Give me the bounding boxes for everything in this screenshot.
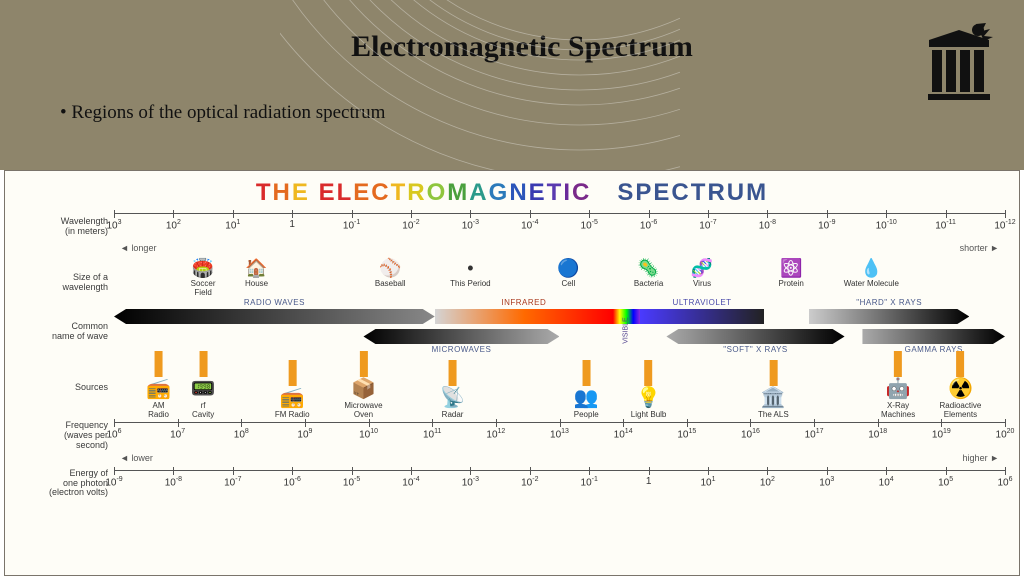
band-uv (640, 309, 765, 324)
sources-row: 📻AMRadio📟rfCavity📻FM Radio📦MicrowaveOven… (114, 357, 1005, 419)
source-fm-radio: 📻FM Radio (275, 360, 310, 419)
frequency-scale: 1061071081091010101110121013101410151016… (114, 422, 1005, 450)
energy-label: Energy ofone photon(electron volts) (19, 469, 114, 499)
source-am-radio: 📻AMRadio (146, 351, 171, 419)
lower-label: lower (131, 453, 153, 463)
source-microwave-oven: 📦MicrowaveOven (344, 351, 382, 419)
size-soccer-field: 🏟️SoccerField (191, 259, 216, 297)
source-the-als: 🏛️The ALS (758, 360, 789, 419)
higher-label: higher (963, 453, 988, 463)
source-light-bulb: 💡Light Bulb (631, 360, 667, 419)
frequency-label: Frequency(waves persecond) (19, 421, 114, 451)
size-protein: ⚛️Protein (778, 259, 803, 288)
wavelength-scale: 103102101110-110-210-310-410-510-610-710… (114, 213, 1005, 241)
spectrum-diagram: THE ELECTROMAGNETIC SPECTRUM Wavelength(… (4, 170, 1020, 576)
wavelength-label: Wavelength(in meters) (19, 217, 114, 237)
common-name-label: Commonname of wave (19, 322, 114, 342)
size-bacteria: 🦠Bacteria (634, 259, 663, 288)
size-this-period: •This Period (450, 259, 490, 288)
frequency-direction: ◄ lower higher ► (114, 453, 1005, 467)
size-water-molecule: 💧Water Molecule (844, 259, 899, 288)
band-micro (363, 329, 559, 344)
shorter-label: shorter (960, 243, 988, 253)
slide-header: Electromagnetic Spectrum • Regions of th… (0, 0, 1024, 170)
institution-logo-icon (924, 22, 994, 102)
size-label: Size of awavelength (19, 273, 114, 293)
source-x-ray-machines: 🤖X-RayMachines (881, 351, 915, 419)
longer-label: longer (131, 243, 156, 253)
size-cell: 🔵Cell (557, 259, 579, 288)
band-hardx (809, 309, 969, 324)
size-baseball: ⚾Baseball (375, 259, 406, 288)
wavelength-direction: ◄ longer shorter ► (114, 243, 1005, 257)
wave-bands: RADIO WAVESMICROWAVESINFRAREDVISIBLEULTR… (114, 309, 1005, 355)
band-gamma (862, 329, 1005, 344)
size-virus: 🧬Virus (691, 259, 713, 288)
diagram-title: THE ELECTROMAGNETIC SPECTRUM (19, 179, 1005, 207)
source-people: 👥People (574, 360, 599, 419)
source-rf-cavity: 📟rfCavity (191, 351, 216, 419)
band-ir (435, 309, 613, 324)
size-house: 🏠House (245, 259, 268, 288)
source-radioactive-elements: ☢️RadioactiveElements (940, 351, 982, 419)
band-softx (666, 329, 844, 344)
sources-label: Sources (19, 383, 114, 393)
source-radar: 📡Radar (440, 360, 465, 419)
band-radio (114, 309, 435, 324)
energy-scale: 10-910-810-710-610-510-410-310-210-11101… (114, 470, 1005, 498)
